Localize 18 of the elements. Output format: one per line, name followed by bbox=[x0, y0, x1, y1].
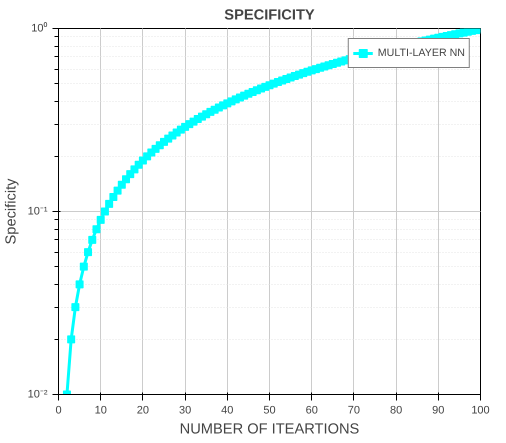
x-tick-label: 90 bbox=[432, 404, 444, 416]
x-tick-label: 0 bbox=[55, 404, 62, 416]
x-tick-label: 20 bbox=[136, 404, 150, 416]
legend-label: MULTI-LAYER NN bbox=[378, 47, 465, 59]
x-axis-title: NUMBER OF ITEARTIONS bbox=[180, 422, 360, 438]
x-tick-label: 40 bbox=[221, 404, 234, 416]
x-tick-label: 60 bbox=[306, 404, 318, 416]
x-tick-label: 30 bbox=[178, 404, 192, 416]
y-tick-label: 10⁻² bbox=[28, 388, 48, 400]
x-tick-label: 10 bbox=[94, 404, 107, 416]
x-tick-label: 50 bbox=[263, 404, 276, 416]
x-tick-label: 70 bbox=[348, 404, 360, 416]
y-tick-label: 10⁻¹ bbox=[28, 206, 48, 218]
chart-title: SPECIFICITY bbox=[224, 8, 315, 24]
x-tick-label: 80 bbox=[390, 404, 402, 416]
y-axis-title: Specificity bbox=[4, 178, 20, 244]
y-tick-label: 10⁰ bbox=[31, 22, 48, 34]
x-tick-label: 100 bbox=[471, 404, 490, 416]
